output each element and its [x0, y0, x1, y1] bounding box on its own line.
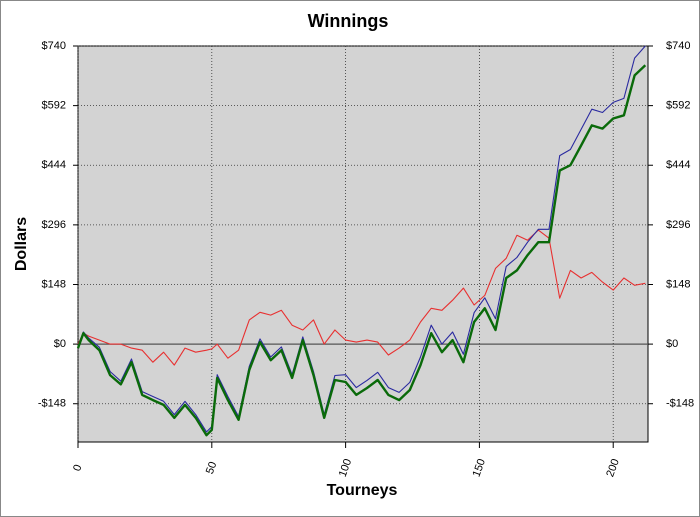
y2-tick-label: $444 [666, 159, 690, 171]
y2-tick-label: $740 [666, 40, 690, 52]
x-tick-label: 100 [337, 457, 355, 478]
series-line [77, 45, 646, 433]
y2-tick-label: $148 [666, 278, 690, 290]
series-line [76, 64, 647, 437]
y-tick-label: $444 [42, 159, 66, 171]
y-tick-label: $296 [42, 219, 66, 231]
x-tick-label: 200 [604, 457, 622, 478]
chart-title: Winnings [308, 11, 389, 31]
y2-tick-label: $296 [666, 219, 690, 231]
y2-tick-label: $592 [666, 100, 690, 112]
y-tick-label: $740 [42, 40, 66, 52]
x-tick-label: 150 [471, 457, 489, 478]
y2-tick-label: $0 [666, 338, 678, 350]
y-axis-title: Dollars [13, 217, 30, 271]
y-tick-label: -$148 [38, 398, 66, 410]
y-tick-label: $0 [54, 338, 66, 350]
series-line [77, 229, 646, 366]
x-tick-label: 0 [71, 463, 84, 473]
y-tick-label: $148 [42, 278, 66, 290]
y2-tick-label: -$148 [666, 398, 694, 410]
x-axis-title: Tourneys [327, 482, 398, 499]
x-tick-label: 50 [204, 460, 219, 476]
y-tick-label: $592 [42, 100, 66, 112]
plot-area [77, 45, 649, 443]
